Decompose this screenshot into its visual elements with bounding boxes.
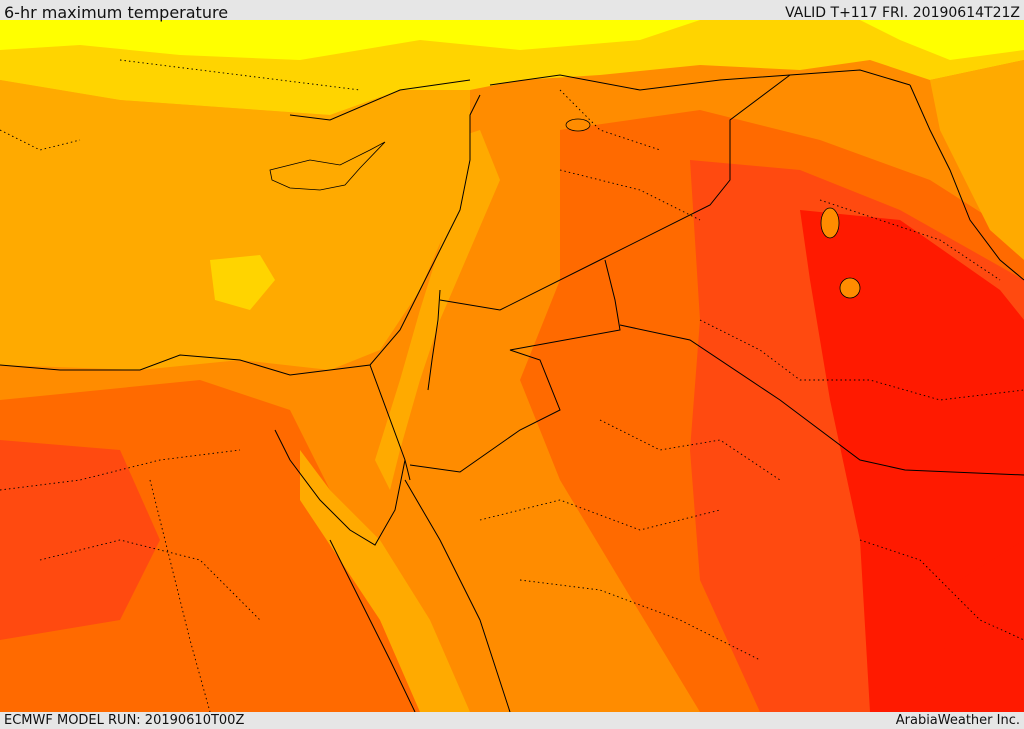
coastline-red-sea-west: [329, 539, 416, 712]
levant-coastal-strip: [375, 130, 500, 490]
temperature-zone-zagros: [930, 60, 1024, 260]
temperature-map[interactable]: [0, 20, 1024, 712]
model-run-label: ECMWF MODEL RUN: 20190610T00Z: [4, 713, 245, 728]
lake-razazza: [839, 277, 861, 299]
header-bar: 6-hr maximum temperature VALID T+117 FRI…: [0, 0, 1024, 22]
temperature-patch-sea: [210, 255, 275, 310]
map-canvas: [0, 20, 1024, 712]
coastline-dead-sea: [427, 289, 441, 391]
coastline-turkey: [289, 79, 471, 121]
border-iraq-iran: [909, 84, 1024, 281]
red-sea: [300, 450, 470, 712]
border-jordan-saudi: [409, 259, 621, 473]
border-egypt-israel: [369, 364, 411, 481]
coastline-gulf-suez: [274, 429, 406, 546]
temperature-zone-coolest: [0, 20, 700, 60]
valid-time: VALID T+117 FRI. 20190614T21Z: [785, 5, 1020, 21]
border-iraq-saudi: [619, 324, 1024, 476]
map-title: 6-hr maximum temperature: [4, 3, 229, 22]
temperature-zone-caucasus: [860, 20, 1024, 60]
lake-tharthar: [820, 207, 840, 239]
temperature-zone-libya: [0, 440, 160, 640]
internal-boundaries: [0, 59, 1024, 712]
temperature-zone-gulf: [930, 540, 1024, 712]
coastline-red-sea-east: [404, 479, 511, 712]
footer-bar: ECMWF MODEL RUN: 20190610T00Z ArabiaWeat…: [0, 712, 1024, 729]
credit-label: ArabiaWeather Inc.: [895, 713, 1020, 728]
cyprus-island: [269, 141, 386, 191]
border-turkey-syria: [489, 69, 911, 91]
border-syria-iraq: [439, 74, 791, 311]
mediterranean-sea: [0, 80, 470, 370]
lake-assad: [565, 118, 591, 132]
